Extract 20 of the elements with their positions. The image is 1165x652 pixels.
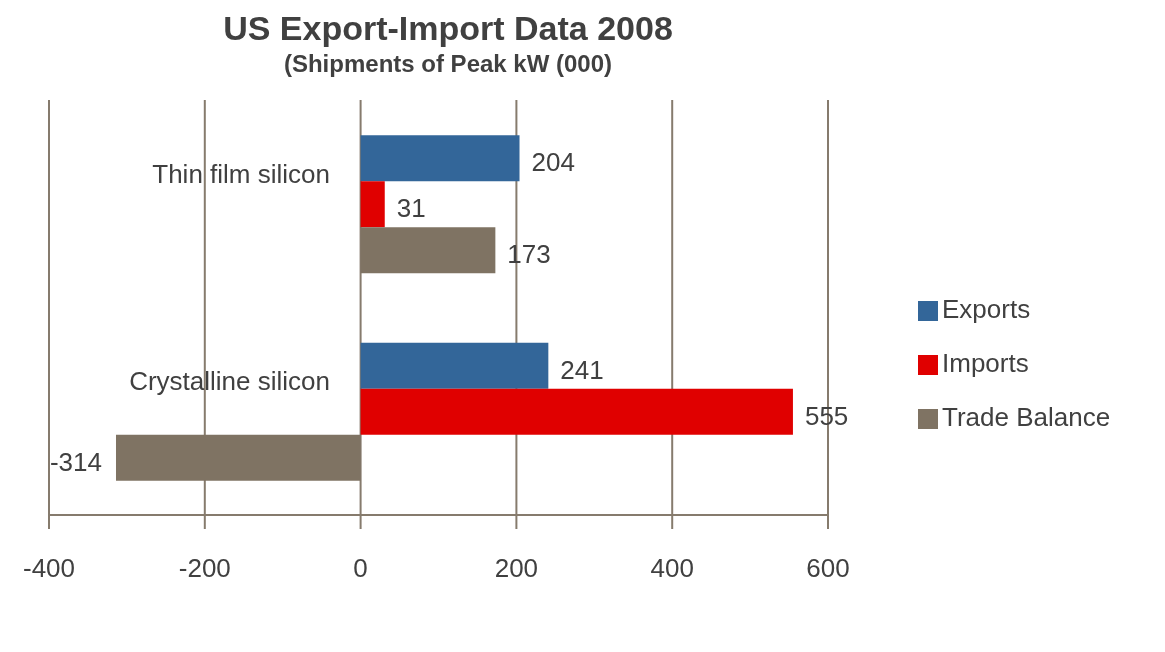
data-label: 204: [531, 147, 575, 178]
x-tick-label: 400: [650, 553, 694, 584]
x-tick-label: 200: [494, 553, 539, 584]
bar: [360, 135, 520, 182]
x-tick-label: 0: [353, 553, 368, 584]
chart-title: US Export-Import Data 2008: [222, 8, 674, 48]
legend-label: Exports: [942, 293, 1031, 324]
data-label: 31: [396, 193, 426, 224]
bar: [360, 342, 549, 389]
chart-subtitle: (Shipments of Peak kW (000): [282, 49, 614, 79]
data-label: 241: [560, 354, 604, 385]
legend-label: Imports: [942, 347, 1029, 378]
y-tick-label: Thin film silicon: [152, 158, 330, 189]
bar: [360, 181, 385, 228]
x-tick-label: -200: [178, 553, 231, 584]
legend-label: Trade Balance: [942, 401, 1111, 432]
x-tick-label: -400: [22, 553, 76, 584]
x-tick-label: 600: [806, 553, 850, 584]
bar: [360, 388, 793, 435]
data-label: -314: [49, 446, 102, 477]
